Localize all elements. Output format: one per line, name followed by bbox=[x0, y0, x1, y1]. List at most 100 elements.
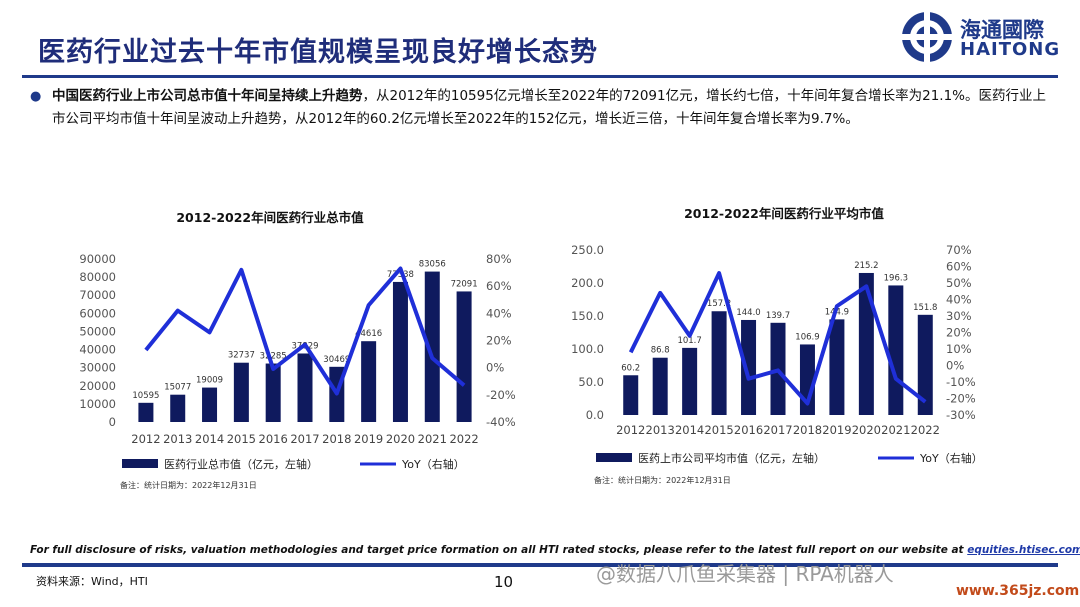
summary-text: 中国医药行业上市公司总市值十年间呈持续上升趋势，从2012年的10595亿元增长… bbox=[52, 85, 1054, 131]
right-axis-tick-label: 10% bbox=[946, 342, 972, 356]
yoy-line bbox=[628, 271, 927, 406]
yoy-line bbox=[144, 266, 466, 396]
bar-data-label: 83056 bbox=[419, 260, 446, 270]
chart-footnote: 备注：统计日期为：2022年12月31日 bbox=[594, 475, 731, 485]
bar-data-label: 196.3 bbox=[884, 273, 908, 283]
bar-data-label: 86.8 bbox=[651, 346, 670, 356]
bar-data-label: 106.9 bbox=[795, 332, 819, 342]
category-tick-label: 2017 bbox=[290, 432, 319, 446]
category-tick-label: 2016 bbox=[734, 423, 763, 437]
disclaimer-link[interactable]: equities.htisec.com bbox=[967, 544, 1080, 556]
category-tick-label: 2019 bbox=[822, 423, 851, 437]
category-tick-label: 2022 bbox=[911, 423, 940, 437]
category-tick-label: 2016 bbox=[259, 432, 288, 446]
right-axis-tick-label: 20% bbox=[946, 326, 972, 340]
bar bbox=[392, 281, 408, 422]
bar bbox=[233, 362, 249, 422]
category-tick-label: 2022 bbox=[449, 432, 478, 446]
bar-data-label: 157.2 bbox=[707, 299, 731, 309]
bar-data-label: 77338 bbox=[387, 270, 414, 280]
bar bbox=[682, 347, 698, 415]
chart-footnote: 备注：统计日期为：2022年12月31日 bbox=[120, 480, 257, 490]
right-axis-tick-label: 20% bbox=[486, 334, 512, 348]
average-market-cap-chart: 2012-2022年间医药行业平均市值 0.0 50.0 100.0 150.0 200.… bbox=[571, 206, 983, 485]
logo-text-en: HAITONG bbox=[960, 39, 1061, 60]
summary-bold: 中国医药行业上市公司总市值十年间呈持续上升趋势 bbox=[52, 88, 363, 104]
bar bbox=[424, 271, 440, 422]
bar bbox=[917, 314, 933, 415]
category-tick-label: 2019 bbox=[354, 432, 383, 446]
left-axis-tick-label: 50000 bbox=[79, 324, 116, 338]
category-tick-label: 2015 bbox=[704, 423, 733, 437]
category-tick-label: 2014 bbox=[195, 432, 224, 446]
right-axis-tick-label: 70% bbox=[946, 243, 972, 257]
category-tick-label: 2012 bbox=[616, 423, 645, 437]
left-axis-tick-label: 0.0 bbox=[586, 408, 604, 422]
left-axis-tick-label: 100.0 bbox=[571, 342, 604, 356]
category-tick-label: 2013 bbox=[646, 423, 675, 437]
total-market-cap-chart: 2012-2022年间医药行业总市值 0 10000 20000 30000 40000 5… bbox=[79, 210, 516, 490]
bar-data-label: 19009 bbox=[196, 376, 223, 386]
legend-line-label: YoY（右轴） bbox=[401, 457, 465, 471]
bar bbox=[297, 353, 313, 422]
right-axis-tick-label: -40% bbox=[486, 415, 516, 429]
category-tick-label: 2012 bbox=[131, 432, 160, 446]
category-tick-label: 2020 bbox=[852, 423, 881, 437]
legend-bar-swatch bbox=[596, 453, 632, 462]
bar bbox=[652, 357, 668, 415]
left-axis-tick-label: 10000 bbox=[79, 397, 116, 411]
legend-bar-swatch bbox=[122, 459, 158, 468]
left-axis-tick-label: 60000 bbox=[79, 306, 116, 320]
bar-data-label: 10595 bbox=[132, 391, 159, 401]
bar-data-label: 32285 bbox=[260, 352, 287, 362]
legend-line-label: YoY（右轴） bbox=[919, 451, 983, 465]
bullet-icon: ● bbox=[30, 89, 42, 104]
bar bbox=[741, 319, 757, 415]
disclaimer-text: For full disclosure of risks, valuation … bbox=[30, 544, 968, 556]
bar-data-label: 30469 bbox=[323, 355, 350, 365]
disclaimer: For full disclosure of risks, valuation … bbox=[30, 544, 1080, 556]
bar bbox=[888, 285, 904, 415]
category-tick-label: 2013 bbox=[163, 432, 192, 446]
left-axis-tick-label: 20000 bbox=[79, 379, 116, 393]
left-axis-tick-label: 250.0 bbox=[571, 243, 604, 257]
right-axis-tick-label: -20% bbox=[946, 392, 976, 406]
category-tick-label: 2018 bbox=[322, 432, 351, 446]
bar bbox=[170, 394, 186, 422]
bar bbox=[265, 363, 281, 422]
bar-data-label: 72091 bbox=[451, 279, 478, 289]
bar bbox=[711, 311, 727, 415]
logo-emblem-icon bbox=[902, 12, 952, 62]
left-axis-tick-label: 80000 bbox=[79, 270, 116, 284]
chart-title: 2012-2022年间医药行业平均市值 bbox=[684, 206, 884, 221]
right-axis-tick-label: -10% bbox=[946, 375, 976, 389]
category-tick-label: 2021 bbox=[881, 423, 910, 437]
bar-data-label: 215.2 bbox=[854, 261, 878, 271]
page-number: 10 bbox=[494, 573, 514, 591]
bar-data-label: 44616 bbox=[355, 329, 382, 339]
category-tick-label: 2021 bbox=[418, 432, 447, 446]
left-axis-tick-label: 70000 bbox=[79, 288, 116, 302]
bar bbox=[202, 387, 218, 422]
left-axis-tick-label: 200.0 bbox=[571, 276, 604, 290]
right-axis-tick-label: 50% bbox=[946, 276, 972, 290]
left-axis-tick-label: 50.0 bbox=[578, 375, 604, 389]
category-tick-label: 2017 bbox=[763, 423, 792, 437]
bar-data-label: 32737 bbox=[228, 351, 255, 361]
bar bbox=[858, 272, 874, 415]
bar bbox=[361, 341, 377, 422]
source-note: 资料来源：Wind，HTI bbox=[36, 575, 148, 588]
right-axis-tick-label: 30% bbox=[946, 309, 972, 323]
category-tick-label: 2014 bbox=[675, 423, 704, 437]
right-axis-tick-label: 0% bbox=[946, 359, 964, 373]
bar-data-label: 151.8 bbox=[913, 303, 937, 313]
footer-divider bbox=[22, 563, 1058, 567]
left-axis-tick-label: 30000 bbox=[79, 361, 116, 375]
page-title: 医药行业过去十年市值规模呈现良好增长态势 bbox=[38, 37, 598, 68]
bar-data-label: 139.7 bbox=[766, 311, 790, 321]
summary-rest: ，从2012年的10595亿元增长至2022年的72091亿元，增长约七倍，十年… bbox=[52, 88, 1046, 127]
summary-bullet: ● 中国医药行业上市公司总市值十年间呈持续上升趋势，从2012年的10595亿元… bbox=[30, 85, 1054, 131]
bar-data-label: 144.0 bbox=[736, 308, 760, 318]
right-axis-tick-label: -30% bbox=[946, 408, 976, 422]
right-axis-tick-label: 0% bbox=[486, 361, 504, 375]
